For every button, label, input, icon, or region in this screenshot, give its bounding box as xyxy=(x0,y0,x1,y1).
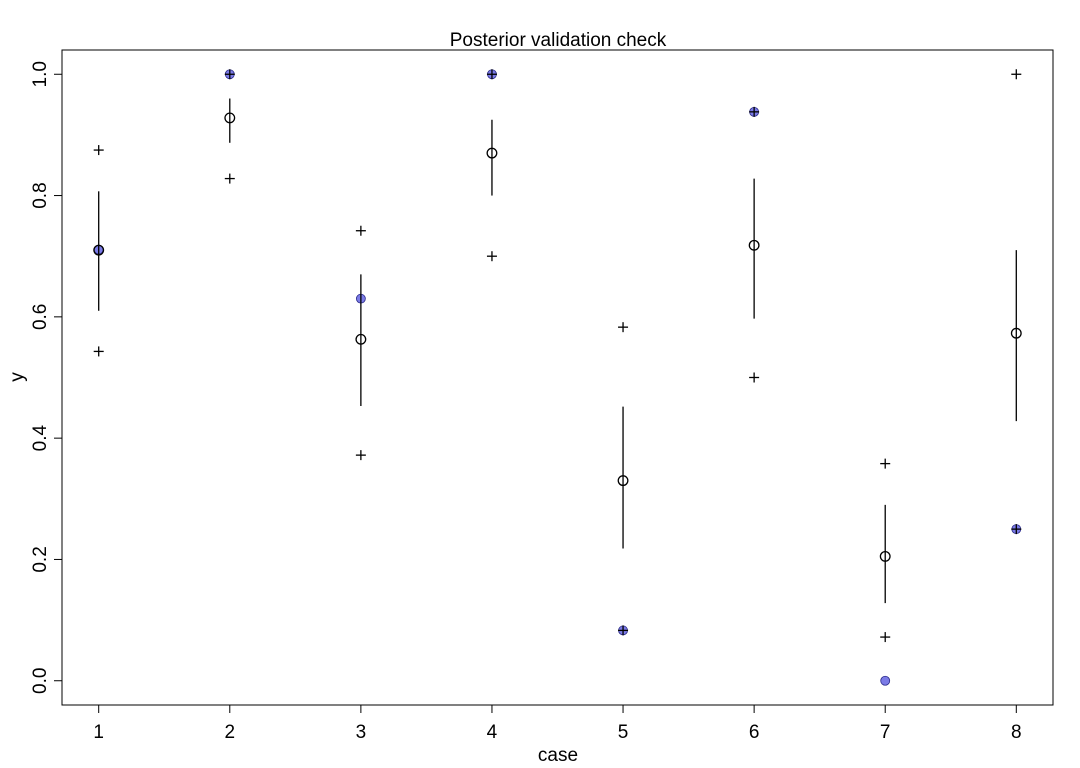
y-axis: 0.0 0.2 0.4 0.6 0.8 1.0 xyxy=(30,61,63,694)
predictive-lower-marker xyxy=(224,173,235,184)
y-tick-label: 0.4 xyxy=(30,425,51,452)
mean-point xyxy=(748,239,760,251)
predictive-upper-marker xyxy=(224,69,235,80)
predictive-upper-marker xyxy=(93,145,104,156)
x-axis-title: case xyxy=(538,745,578,766)
x-tick-label: 5 xyxy=(618,722,629,743)
mean-point xyxy=(1010,327,1022,339)
y-tick-label: 0.0 xyxy=(30,668,51,694)
x-tick-label: 7 xyxy=(880,722,891,743)
data-marks xyxy=(93,69,1022,686)
y-tick-label: 1.0 xyxy=(30,61,51,87)
mean-point xyxy=(617,475,629,487)
predictive-upper-marker xyxy=(1011,69,1022,80)
x-tick-label: 8 xyxy=(1011,722,1022,743)
predictive-lower-marker xyxy=(486,251,497,262)
x-tick-label: 2 xyxy=(224,722,235,743)
x-tick-label: 3 xyxy=(356,722,367,743)
mean-point xyxy=(355,333,367,345)
predictive-lower-marker xyxy=(880,632,891,643)
mean-point xyxy=(93,244,105,256)
predictive-upper-marker xyxy=(486,69,497,80)
mean-point xyxy=(486,147,498,159)
predictive-lower-marker xyxy=(749,372,760,383)
plot-frame xyxy=(61,49,1054,706)
predictive-upper-marker xyxy=(880,458,891,469)
x-tick-label: 1 xyxy=(93,722,104,743)
predictive-lower-marker xyxy=(1011,524,1022,535)
predictive-lower-marker xyxy=(93,346,104,357)
mean-point xyxy=(879,550,891,562)
mean-point xyxy=(224,112,236,124)
chart-title: Posterior validation check xyxy=(450,30,667,51)
y-tick-label: 0.6 xyxy=(30,304,51,330)
x-tick-label: 4 xyxy=(487,722,498,743)
x-axis: 1 2 3 4 5 6 7 8 xyxy=(93,704,1022,743)
y-tick-label: 0.8 xyxy=(30,182,51,208)
y-axis-title: y xyxy=(7,372,28,382)
predictive-lower-marker xyxy=(355,450,366,461)
predictive-upper-marker xyxy=(749,106,760,117)
observed-point xyxy=(880,675,891,686)
predictive-upper-marker xyxy=(355,225,366,236)
predictive-upper-marker xyxy=(618,322,629,333)
y-tick-label: 0.2 xyxy=(30,546,51,572)
predictive-lower-marker xyxy=(618,625,629,636)
x-tick-label: 6 xyxy=(749,722,760,743)
